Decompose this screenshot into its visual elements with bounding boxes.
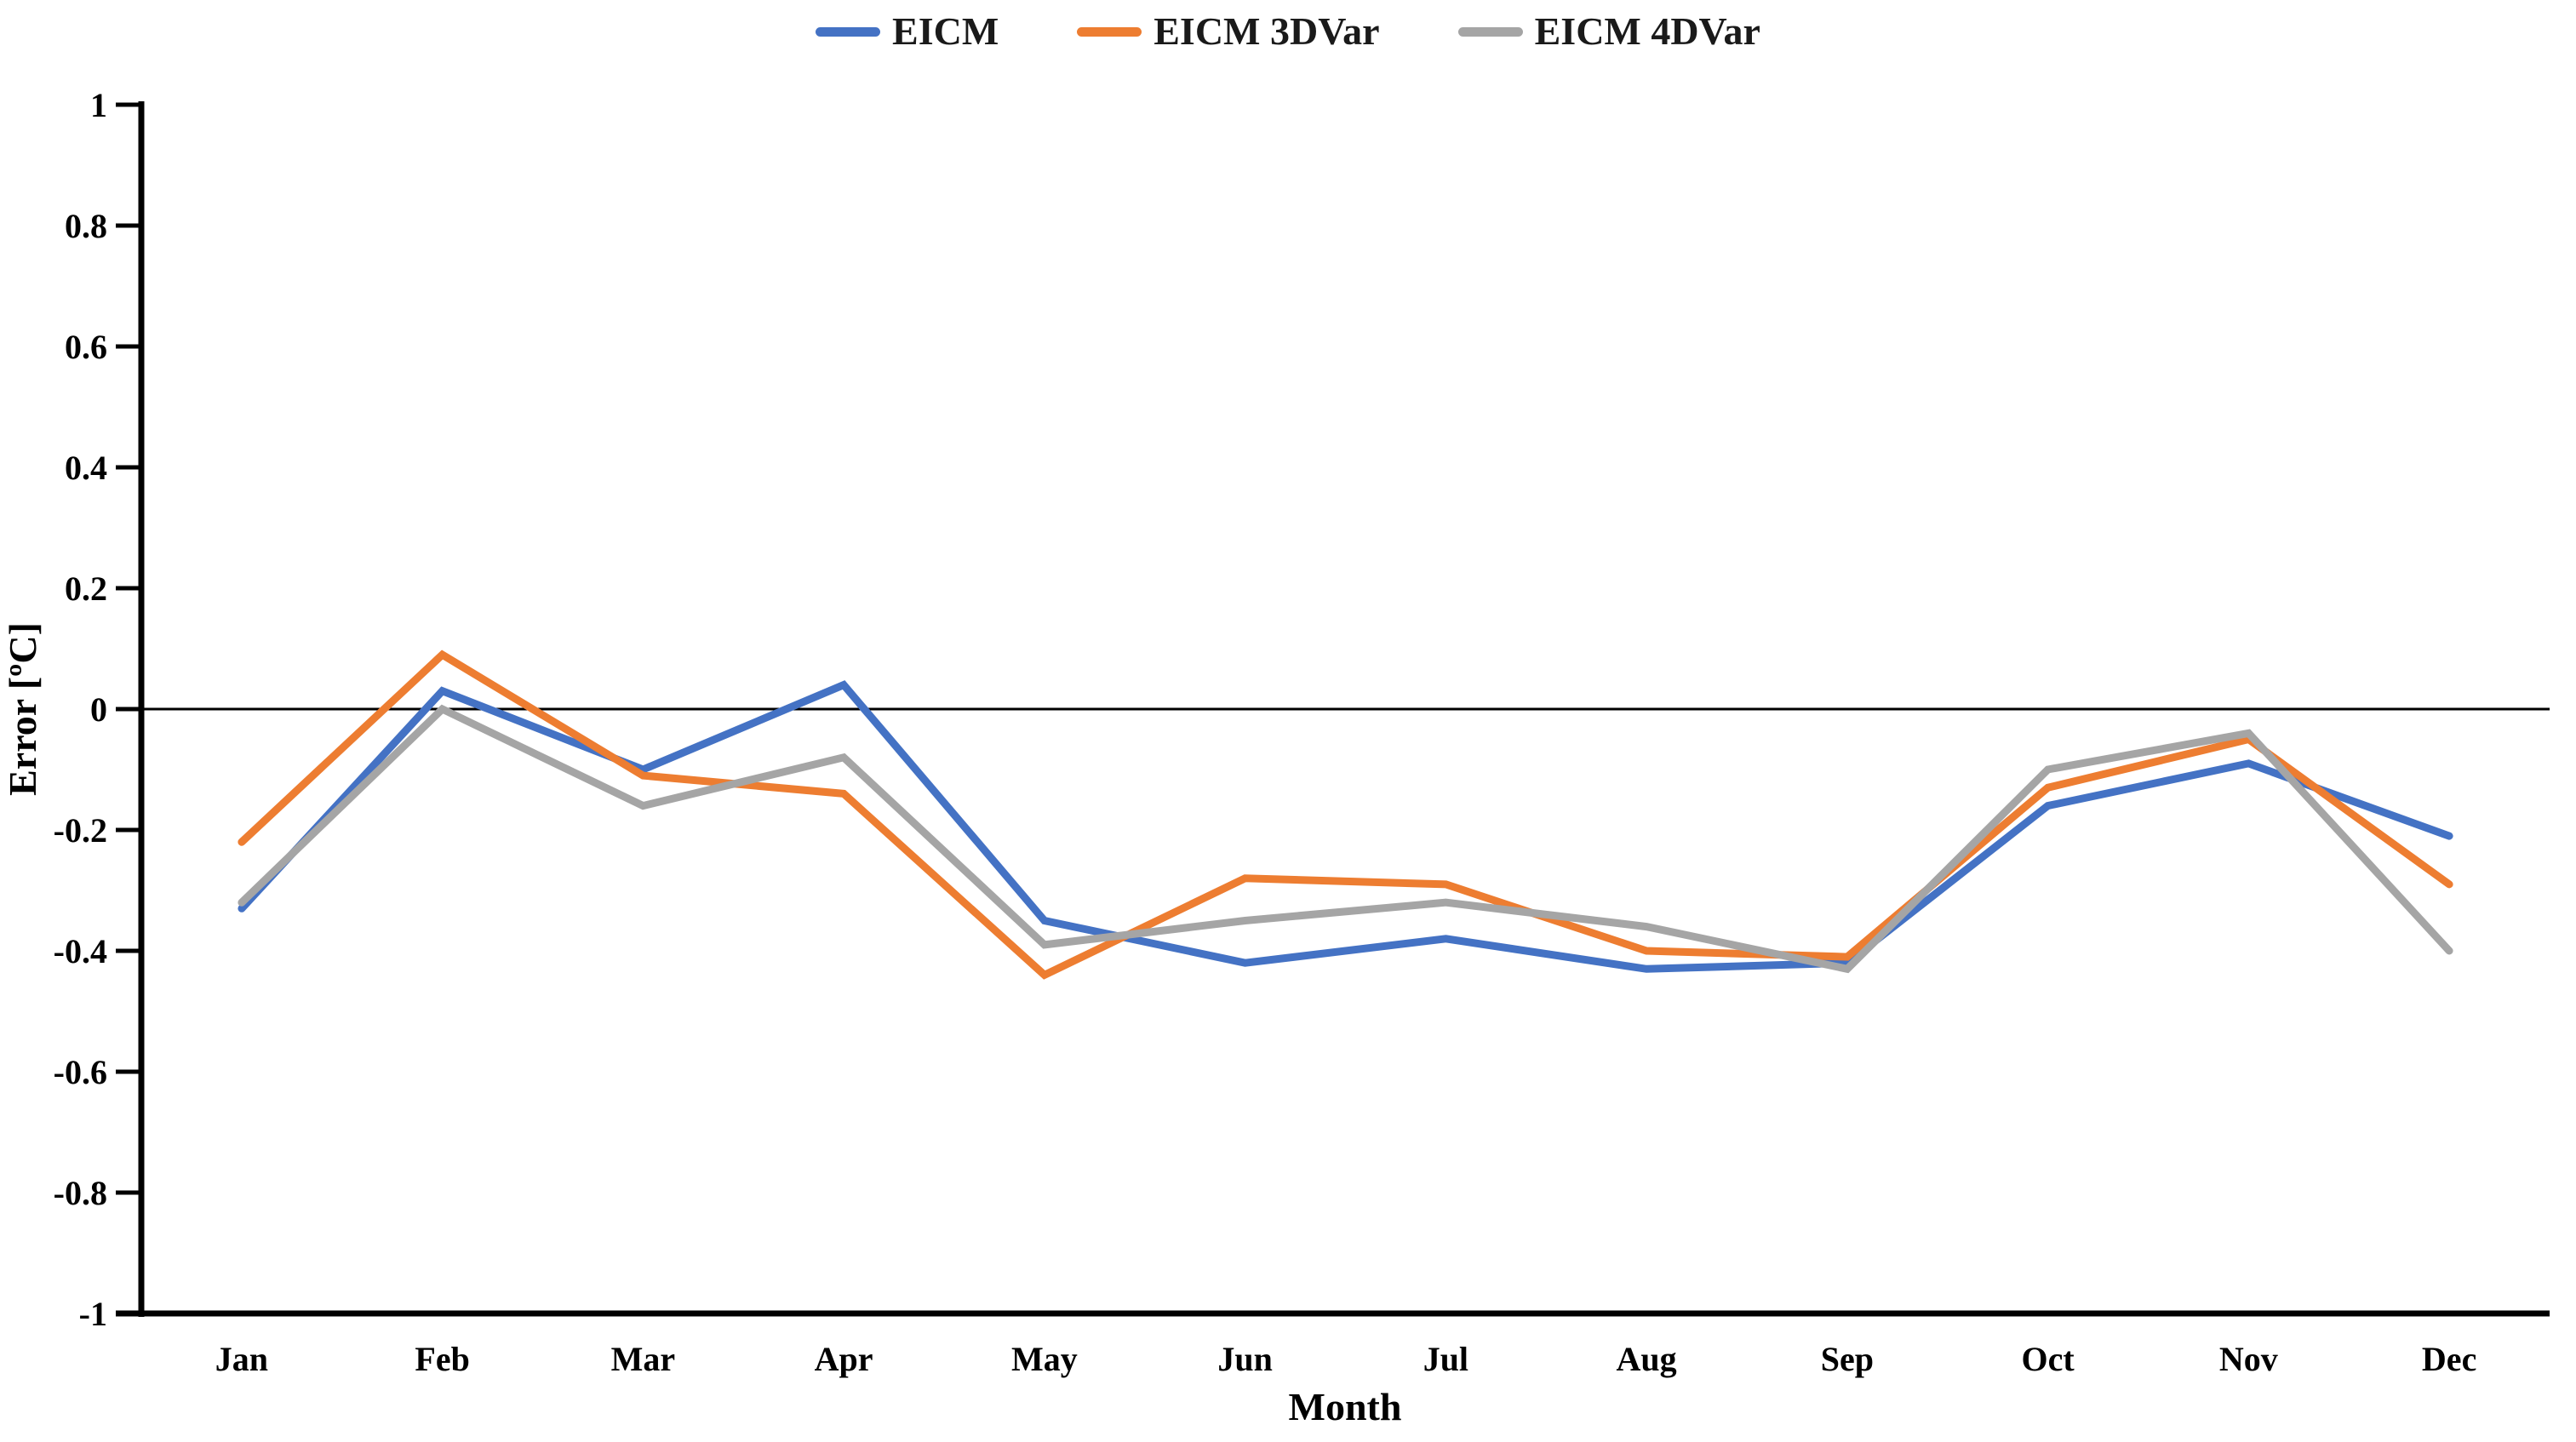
x-tick-label: Jul [1423, 1340, 1468, 1378]
x-tick-label: Apr [815, 1340, 873, 1378]
y-tick-label: -0.8 [54, 1174, 107, 1212]
x-tick-label: Jun [1217, 1340, 1273, 1378]
x-tick-label: Dec [2422, 1340, 2476, 1378]
x-tick-label: Sep [1821, 1340, 1874, 1378]
x-tick-label: Oct [2022, 1340, 2075, 1378]
y-tick-label: -0.4 [54, 932, 107, 970]
series-line-eicm-4dvar [238, 704, 2453, 974]
x-tick-label: May [1011, 1340, 1078, 1378]
legend: EICM EICM 3DVar EICM 4DVar [0, 12, 2576, 51]
legend-item-eicm-3dvar: EICM 3DVar [1077, 9, 1380, 53]
y-axis-title: Error [ºC] [1, 622, 44, 796]
legend-label-eicm-3dvar: EICM 3DVar [1153, 9, 1380, 53]
y-tick-label: 0.4 [65, 449, 107, 487]
legend-swatch-eicm-3dvar-icon [1077, 26, 1142, 37]
y-tick-label: 0.2 [65, 569, 107, 608]
x-axis-title: Month [1289, 1385, 1402, 1428]
y-tick-label: -1 [79, 1295, 107, 1333]
y-tick-label: 0.6 [65, 328, 107, 366]
legend-item-eicm-4dvar: EICM 4DVar [1457, 9, 1760, 53]
x-tick-label: Jan [215, 1340, 268, 1378]
legend-swatch-eicm-4dvar-icon [1457, 26, 1523, 37]
y-tick-label: 0.8 [65, 207, 107, 245]
x-tick-label: Nov [2219, 1340, 2278, 1378]
legend-label-eicm: EICM [892, 9, 999, 53]
x-tick-label: Aug [1617, 1340, 1677, 1378]
y-tick-label: 0 [90, 690, 107, 729]
y-tick-label: -0.2 [54, 811, 107, 850]
legend-swatch-eicm-icon [816, 26, 881, 37]
series-line-eicm [238, 680, 2453, 973]
x-tick-label: Feb [415, 1340, 469, 1378]
series-line-eicm-3dvar [238, 649, 2453, 980]
y-tick-label: -0.6 [54, 1053, 107, 1091]
x-tick-label: Mar [611, 1340, 676, 1378]
legend-label-eicm-4dvar: EICM 4DVar [1534, 9, 1760, 53]
y-tick-label: 1 [90, 86, 107, 124]
legend-item-eicm: EICM [816, 12, 999, 51]
